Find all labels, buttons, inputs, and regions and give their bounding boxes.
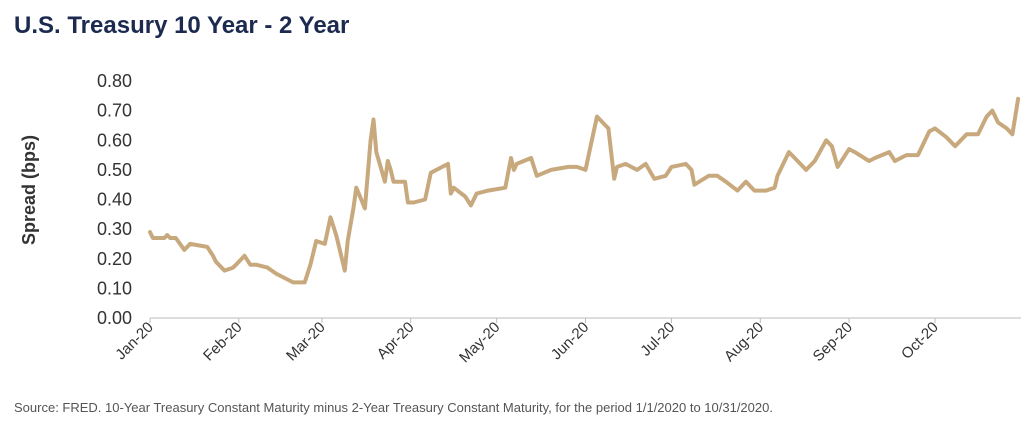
y-axis-label: Spread (bps) bbox=[19, 135, 39, 245]
y-tick-label: 0.80 bbox=[97, 71, 132, 91]
x-tick-label: May-20 bbox=[456, 319, 503, 366]
y-tick-label: 0.50 bbox=[97, 160, 132, 180]
y-tick-label: 0.40 bbox=[97, 190, 132, 210]
x-tick-label: Apr-20 bbox=[374, 319, 418, 363]
x-tick-label: Jul-20 bbox=[637, 319, 678, 360]
y-axis-label-group: Spread (bps) bbox=[19, 135, 39, 245]
y-tick-label: 0.60 bbox=[97, 130, 132, 150]
x-tick-label: Mar-20 bbox=[283, 319, 329, 365]
y-tick-label: 0.70 bbox=[97, 101, 132, 121]
x-tick-label: Feb-20 bbox=[200, 319, 246, 365]
spread-line bbox=[148, 96, 1021, 285]
x-tick-label: Oct-20 bbox=[898, 319, 942, 363]
source-note: Source: FRED. 10-Year Treasury Constant … bbox=[14, 400, 773, 415]
chart-title: U.S. Treasury 10 Year - 2 Year bbox=[14, 12, 350, 39]
x-tick-label: Jun-20 bbox=[548, 319, 592, 363]
x-tick-label: Sep-20 bbox=[810, 319, 856, 365]
x-axis-ticks: Jan-20 Feb-20 Mar-20 Apr-20 May-20 Jun-20 Jul-… bbox=[112, 318, 942, 366]
y-tick-label: 0.10 bbox=[97, 278, 132, 298]
y-tick-label: 0.30 bbox=[97, 219, 132, 239]
y-tick-label: 0.00 bbox=[97, 308, 132, 328]
line-chart: 0.00 0.10 0.20 0.30 0.40 0.50 0.60 0.70 0.80 Spr… bbox=[19, 71, 1021, 366]
y-axis-ticks: 0.00 0.10 0.20 0.30 0.40 0.50 0.60 0.70 0.80 bbox=[97, 71, 132, 328]
y-tick-label: 0.20 bbox=[97, 249, 132, 269]
x-tick-label: Aug-20 bbox=[721, 319, 767, 365]
